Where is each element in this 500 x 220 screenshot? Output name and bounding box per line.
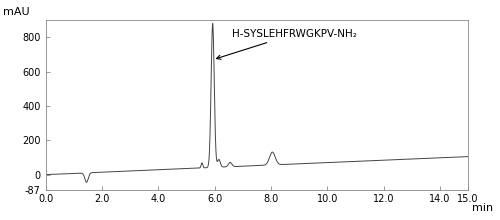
Text: min: min bbox=[472, 203, 494, 213]
Text: mAU: mAU bbox=[4, 7, 30, 17]
Text: H-SYSLEHFRWGKPV-NH₂: H-SYSLEHFRWGKPV-NH₂ bbox=[216, 29, 356, 59]
